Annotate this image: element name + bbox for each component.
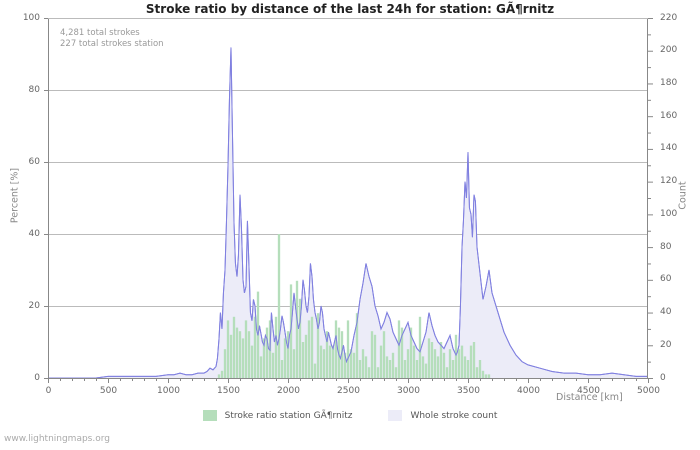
axis-tick-marks	[44, 18, 653, 383]
series-stroke-ratio-station	[48, 47, 648, 379]
annotation-total-strokes: 4,281 total strokes	[60, 28, 140, 38]
y-axis-left-tick: 20	[28, 300, 40, 311]
legend-label-stroke-ratio: Stroke ratio station GÃ¶rnitz	[224, 410, 353, 421]
x-axis-tick: 3500	[457, 386, 480, 396]
y-axis-left-tick: 40	[28, 228, 40, 239]
annotation-station-strokes: 227 total strokes station	[60, 39, 164, 49]
y-axis-right-tick: 140	[660, 143, 678, 154]
x-axis-tick: 5000	[637, 386, 660, 396]
chart-title: Stroke ratio by distance of the last 24h…	[145, 2, 555, 16]
y-axis-right-tick: 220	[660, 12, 678, 23]
legend-item-stroke-ratio: Stroke ratio station GÃ¶rnitz	[202, 410, 353, 421]
y-axis-left-tick: 80	[28, 84, 40, 95]
x-axis-tick: 2000	[277, 386, 300, 396]
y-axis-left-tick: 0	[34, 372, 40, 383]
y-axis-left-tick: 60	[28, 156, 40, 167]
plot-frame	[48, 18, 648, 379]
y-axis-right-tick: 180	[660, 77, 678, 88]
gridlines	[48, 18, 648, 307]
x-axis-tick: 3000	[397, 386, 420, 396]
y-axis-left-tick: 100	[22, 12, 40, 23]
area-swatch-icon	[388, 410, 403, 421]
y-axis-right-tick: 0	[660, 372, 666, 383]
legend-item-whole-stroke-count: Whole stroke count	[388, 410, 497, 421]
y-axis-right-tick: 40	[660, 307, 672, 318]
x-axis-tick: 1000	[157, 386, 180, 396]
y-axis-right-tick: 80	[660, 241, 672, 252]
x-axis-tick: 500	[99, 386, 118, 396]
x-axis-tick: 4000	[517, 386, 540, 396]
y-axis-right-tick: 20	[660, 339, 672, 350]
y-axis-right-tick: 120	[660, 176, 678, 187]
y-axis-right-tick: 100	[660, 208, 678, 219]
x-axis-tick: 2500	[337, 386, 360, 396]
y-axis-right-tick: 60	[660, 274, 672, 285]
chart-legend: Stroke ratio station GÃ¶rnitz Whole stro…	[0, 410, 700, 421]
y-axis-right-tick: 200	[660, 45, 678, 56]
legend-label-whole-stroke-count: Whole stroke count	[410, 410, 498, 421]
y-axis-right-tick: 160	[660, 110, 678, 121]
x-axis-title: Distance [km]	[556, 392, 623, 403]
watermark: www.lightningmaps.org	[4, 434, 110, 444]
x-axis-tick: 0	[45, 386, 52, 396]
bar-swatch-icon	[202, 410, 217, 421]
y-axis-left-title: Percent [%]	[9, 167, 21, 224]
x-axis-tick: 4500	[577, 386, 600, 396]
x-axis-tick: 1500	[217, 386, 240, 396]
y-axis-right-title: Count	[677, 181, 689, 210]
